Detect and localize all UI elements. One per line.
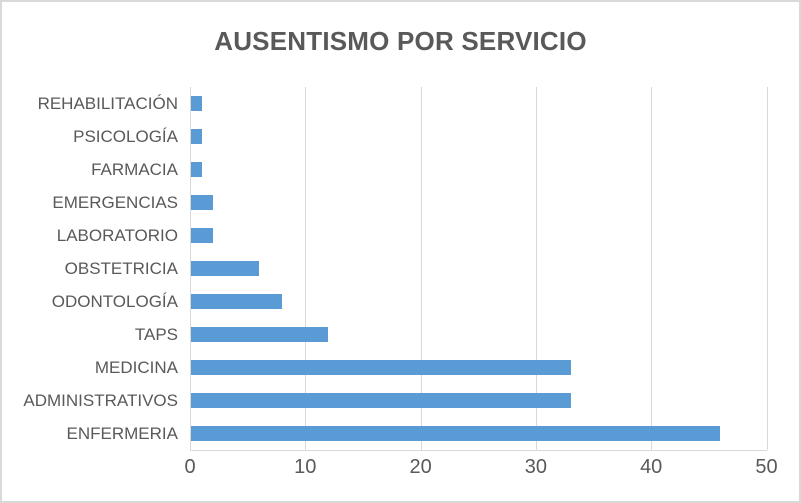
category-label: ODONTOLOGÍA — [51, 291, 178, 311]
x-tick-label: 10 — [294, 456, 317, 478]
category-axis-labels: REHABILITACIÓN PSICOLOGÍA FARMACIA EMERGENC… — [8, 87, 178, 450]
bar — [191, 360, 571, 375]
bar — [191, 261, 260, 276]
category-label: ENFERMERIA — [66, 423, 178, 443]
category-label: LABORATORIO — [56, 225, 178, 245]
x-tick-label: 20 — [409, 456, 432, 478]
x-tick-label: 30 — [524, 456, 548, 478]
x-axis-tick-labels: 0 10 20 30 40 50 — [184, 456, 777, 482]
x-tick-label: 50 — [755, 456, 778, 478]
gridline — [190, 87, 191, 450]
category-label: REHABILITACIÓN — [37, 93, 178, 113]
category-label: FARMACIA — [91, 159, 178, 179]
bar — [191, 195, 214, 210]
x-tick-label: 40 — [640, 456, 663, 478]
gridline — [651, 87, 653, 450]
category-label: PSICOLOGÍA — [73, 126, 178, 146]
gridline — [535, 87, 537, 450]
bar — [191, 393, 571, 408]
category-label: TAPS — [134, 324, 178, 344]
x-axis-line — [190, 450, 767, 451]
category-label: ADMINISTRATIVOS — [23, 390, 178, 410]
bar — [191, 294, 283, 309]
bar — [191, 327, 329, 342]
bar — [191, 228, 214, 243]
chart-title: AUSENTISMO POR SERVICIO — [214, 26, 587, 56]
x-tick-label: 0 — [184, 456, 196, 478]
bar — [191, 96, 202, 111]
bar — [191, 426, 721, 441]
category-label: OBSTETRICIA — [64, 258, 178, 278]
bar — [191, 129, 202, 144]
category-label: EMERGENCIAS — [52, 192, 178, 212]
plot-area — [190, 87, 768, 451]
gridline — [305, 87, 307, 450]
category-label: MEDICINA — [94, 357, 178, 377]
gridline — [766, 87, 768, 450]
bar — [191, 162, 202, 177]
gridline — [420, 87, 422, 450]
